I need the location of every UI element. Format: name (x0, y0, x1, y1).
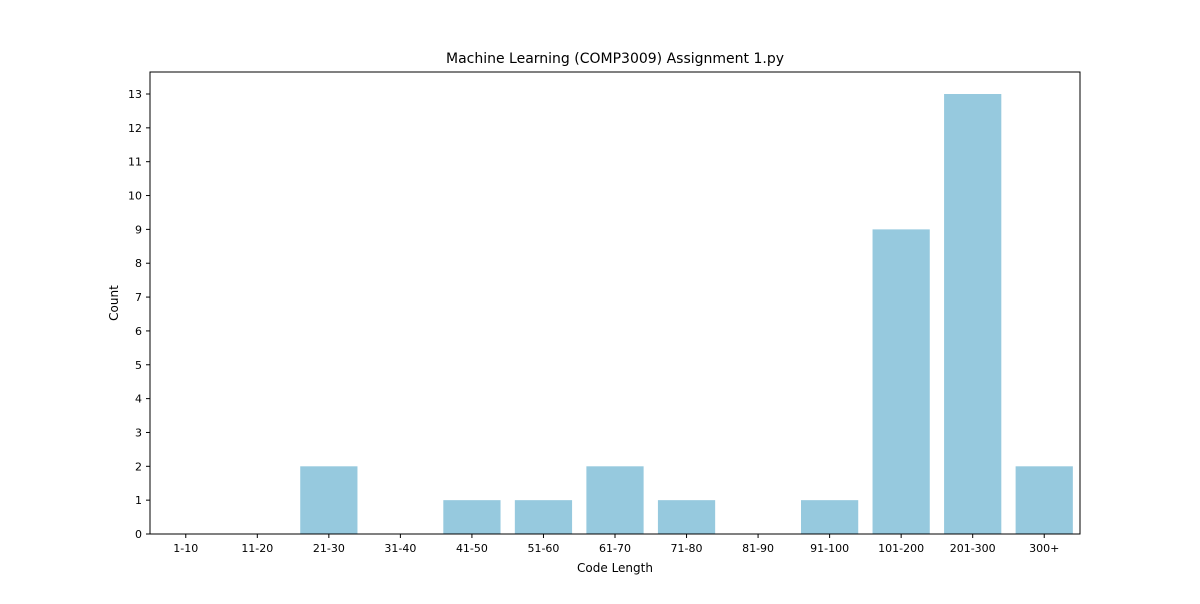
x-tick-label: 61-70 (599, 542, 631, 555)
y-tick-label: 13 (128, 88, 142, 101)
x-tick-label: 81-90 (742, 542, 774, 555)
y-tick-label: 12 (128, 122, 142, 135)
x-tick-label: 201-300 (950, 542, 996, 555)
x-tick-label: 101-200 (878, 542, 924, 555)
y-tick-label: 1 (135, 494, 142, 507)
x-tick-label: 31-40 (384, 542, 416, 555)
y-tick-label: 0 (135, 528, 142, 541)
y-tick-label: 7 (135, 291, 142, 304)
y-tick-label: 3 (135, 426, 142, 439)
bars-group (300, 94, 1073, 534)
bar-91-100 (801, 500, 859, 534)
bar-41-50 (443, 500, 501, 534)
x-tick-label: 51-60 (527, 542, 559, 555)
x-axis: 1-10 11-20 21-30 31-40 41-50 51-60 61-70 71-80 8… (173, 534, 1059, 555)
bar-71-80 (657, 500, 716, 534)
bar-101-200 (872, 229, 930, 534)
bar-300+ (1015, 466, 1073, 534)
x-tick-label: 300+ (1029, 542, 1059, 555)
x-tick-label: 91-100 (810, 542, 849, 555)
y-tick-label: 2 (135, 460, 142, 473)
plot-frame (149, 71, 1081, 535)
y-tick-label: 9 (135, 223, 142, 236)
y-tick-label: 10 (128, 190, 142, 203)
bar-201-300 (944, 94, 1002, 534)
x-tick-label: 71-80 (671, 542, 703, 555)
x-tick-label: 11-20 (241, 542, 273, 555)
x-tick-label: 21-30 (313, 542, 345, 555)
bar-61-70 (586, 466, 644, 534)
y-axis-label: Count (107, 285, 121, 321)
x-tick-label: 1-10 (173, 542, 198, 555)
y-tick-label: 4 (135, 393, 142, 406)
bar-21-30 (300, 466, 358, 534)
chart-title: Machine Learning (COMP3009) Assignment 1… (446, 51, 784, 67)
y-tick-label: 8 (135, 257, 142, 270)
y-tick-label: 11 (128, 156, 142, 169)
x-tick-label: 41-50 (456, 542, 488, 555)
y-tick-label: 6 (135, 325, 142, 338)
bar-51-60 (514, 500, 573, 534)
x-axis-label: Code Length (577, 561, 653, 575)
y-tick-label: 5 (135, 359, 142, 372)
